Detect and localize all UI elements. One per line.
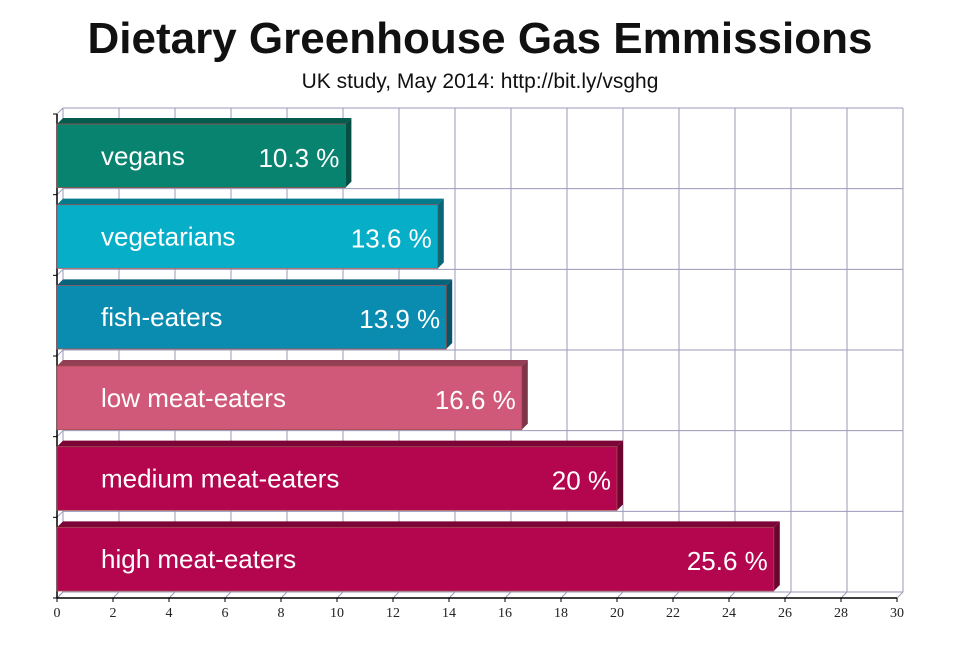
bar-side-face: [773, 521, 780, 591]
bar-side-face: [521, 360, 528, 430]
bar-top-face: [57, 198, 444, 205]
gridline-wall: [56, 268, 64, 276]
x-tick-label: 28: [834, 606, 848, 621]
bar-top-face: [57, 360, 528, 366]
gridline-floor: [616, 591, 624, 599]
bar-side-face: [345, 118, 352, 188]
x-tick-label: 26: [778, 606, 792, 621]
gridline-wall: [56, 349, 64, 357]
gridline-floor: [448, 591, 456, 599]
gridline-floor: [504, 591, 512, 599]
bar-value-label: 20 %: [552, 466, 611, 496]
chart-subtitle: UK study, May 2014: http://bit.ly/vsghg: [301, 70, 659, 93]
x-tick-label: 4: [166, 606, 173, 621]
bar: [56, 446, 618, 511]
bar-vegetarians: vegetarians 13.6 %: [56, 198, 444, 269]
x-tick-label: 12: [386, 606, 400, 621]
bar-top-face: [57, 440, 623, 447]
bar-side-face: [446, 279, 453, 349]
gridline-floor: [280, 591, 288, 599]
gridline-floor: [840, 591, 848, 599]
bar-side-face: [437, 198, 444, 269]
bar-category-label: vegetarians: [101, 222, 235, 252]
gridline-wall: [56, 107, 64, 115]
x-tick-label: 10: [330, 606, 344, 621]
gridline-floor: [336, 591, 344, 599]
bar: [56, 284, 447, 350]
bar-top-face: [57, 279, 453, 286]
x-tick-label: 20: [610, 606, 624, 621]
bar-value-label: 25.6 %: [687, 546, 768, 576]
x-tick-label: 2: [110, 606, 117, 621]
gridline-floor: [224, 591, 232, 599]
bar-category-label: low meat-eaters: [101, 383, 286, 413]
gridline-wall: [56, 430, 64, 438]
gridline-floor: [784, 591, 792, 599]
bar-top-face: [57, 118, 352, 124]
bar: [56, 123, 346, 189]
bar-category-label: high meat-eaters: [101, 544, 296, 574]
x-tick-label: 24: [722, 606, 736, 621]
bar-category-label: vegans: [101, 141, 185, 171]
bar-top-face: [57, 521, 780, 528]
bar-category-label: fish-eaters: [101, 302, 222, 332]
x-tick-label: 6: [222, 606, 229, 621]
gridline-wall: [56, 591, 64, 599]
bar-value-label: 13.9 %: [359, 304, 440, 334]
gridline-floor: [168, 591, 176, 599]
x-tick-label: 8: [278, 606, 285, 621]
gridline-wall: [56, 510, 64, 518]
bar-fish-eaters: fish-eaters 13.9 %: [56, 279, 453, 350]
x-tick-label: 14: [442, 606, 456, 621]
gridline-floor: [896, 591, 904, 599]
gridline-floor: [672, 591, 680, 599]
x-tick-label: 30: [890, 606, 904, 621]
gridline-floor: [392, 591, 400, 599]
x-tick-label: 0: [54, 606, 61, 621]
bar-value-label: 10.3 %: [258, 143, 339, 173]
gridline-wall: [56, 188, 64, 196]
x-tick-label: 16: [498, 606, 512, 621]
bar-side-face: [617, 440, 623, 511]
bar-vegans: vegans 10.3 %: [56, 118, 352, 189]
bar: [56, 365, 523, 431]
bar-low-meat-eaters: low meat-eaters 16.6 %: [56, 360, 528, 431]
bar: [56, 204, 439, 269]
bar: [56, 526, 775, 592]
gridline-floor: [560, 591, 568, 599]
bar-value-label: 13.6 %: [351, 224, 432, 254]
chart-title: Dietary Greenhouse Gas Emmissions: [87, 14, 873, 63]
bar-medium-meat-eaters: medium meat-eaters 20 %: [56, 440, 623, 511]
x-tick-label: 22: [666, 606, 680, 621]
bar-category-label: medium meat-eaters: [101, 464, 339, 494]
gridline-floor: [728, 591, 736, 599]
bar-value-label: 16.6 %: [435, 385, 516, 415]
gridline-floor: [112, 591, 120, 599]
x-tick-label: 18: [554, 606, 568, 621]
bar-high-meat-eaters: high meat-eaters 25.6 %: [56, 521, 780, 592]
